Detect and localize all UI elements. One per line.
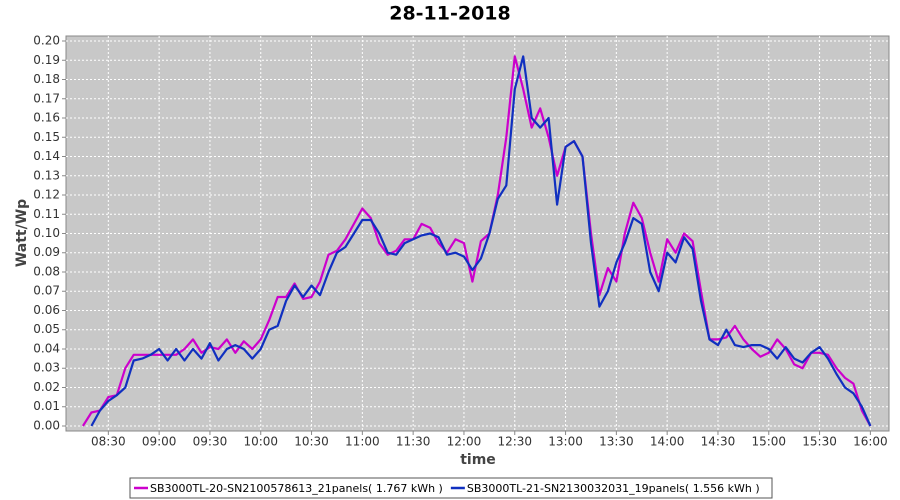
- x-tick-label: 12:00: [447, 435, 482, 449]
- x-tick-label: 15:30: [802, 435, 837, 449]
- x-tick-label: 16:00: [853, 435, 888, 449]
- x-tick-label: 14:30: [701, 435, 736, 449]
- y-tick-label: 0.17: [33, 91, 60, 105]
- y-tick-label: 0.11: [33, 207, 60, 221]
- x-axis-label: time: [460, 452, 496, 468]
- series-line: [81, 55, 872, 427]
- x-tick-label: 10:30: [294, 435, 329, 449]
- y-tick-label: 0.06: [33, 303, 60, 317]
- y-tick-label: 0.13: [33, 168, 60, 182]
- y-tick-label: 0.01: [33, 399, 60, 413]
- plot-area: [65, 35, 890, 432]
- legend-label: SB3000TL-20-SN2100578613_21panels( 1.767…: [150, 482, 443, 495]
- y-tick-label: 0.08: [33, 264, 60, 278]
- y-tick-label: 0.10: [33, 226, 60, 240]
- y-tick-label: 0.02: [33, 380, 60, 394]
- chart-title: 28-11-2018: [389, 3, 511, 25]
- y-tick-label: 0.03: [33, 361, 60, 375]
- y-tick-label: 0.12: [33, 188, 60, 202]
- y-tick-label: 0.14: [33, 149, 60, 163]
- y-tick-label: 0.07: [33, 284, 60, 298]
- y-tick-label: 0.20: [33, 34, 60, 48]
- x-tick-label: 13:00: [548, 435, 583, 449]
- y-tick-label: 0.04: [33, 341, 60, 355]
- x-tick-label: 08:30: [91, 435, 126, 449]
- x-tick-label: 11:30: [396, 435, 431, 449]
- legend-label: SB3000TL-21-SN2130032031_19panels( 1.556…: [467, 482, 760, 495]
- y-tick-label: 0.18: [33, 72, 60, 86]
- x-tick-label: 09:00: [142, 435, 177, 449]
- y-tick-label: 0.16: [33, 111, 60, 125]
- x-tick-label: 12:30: [497, 435, 532, 449]
- y-tick-label: 0.05: [33, 322, 60, 336]
- x-tick-label: 11:00: [345, 435, 380, 449]
- y-tick-label: 0.09: [33, 245, 60, 259]
- y-axis-label: Watt/Wp: [14, 199, 30, 267]
- y-tick-label: 0.15: [33, 130, 60, 144]
- x-tick-label: 10:00: [243, 435, 278, 449]
- x-tick-label: 09:30: [193, 435, 228, 449]
- series-line: [90, 55, 872, 427]
- x-tick-label: 14:00: [650, 435, 685, 449]
- y-tick-label: 0.00: [33, 418, 60, 432]
- x-tick-label: 13:30: [599, 435, 634, 449]
- x-tick-label: 15:00: [751, 435, 786, 449]
- y-tick-label: 0.19: [33, 53, 60, 67]
